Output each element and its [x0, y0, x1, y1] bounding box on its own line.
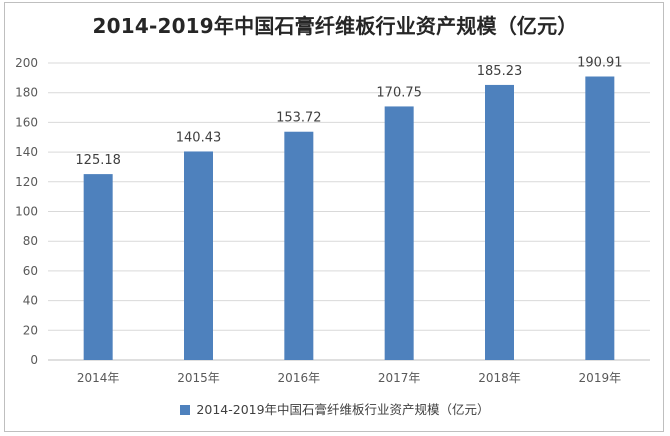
y-axis-ticks: 0 20 40 60 80 100 120 140 160 180 200	[15, 56, 38, 367]
bar	[585, 76, 615, 360]
legend-label: 2014-2019年中国石膏纤维板行业资产规模（亿元）	[196, 402, 490, 417]
y-tick-label: 60	[23, 264, 38, 278]
y-tick-label: 120	[15, 175, 38, 189]
bar	[284, 131, 314, 360]
bar	[83, 174, 113, 360]
y-tick-label: 180	[15, 86, 38, 100]
y-tick-label: 100	[15, 205, 38, 219]
gridlines	[48, 62, 650, 361]
data-label: 190.91	[577, 55, 623, 70]
data-label: 153.72	[276, 111, 322, 126]
x-tick-label: 2015年	[177, 371, 220, 385]
data-label: 170.75	[376, 85, 422, 100]
bar	[384, 106, 414, 360]
data-label: 185.23	[477, 64, 523, 79]
data-label: 125.18	[75, 153, 121, 168]
y-tick-label: 140	[15, 145, 38, 159]
bar	[184, 151, 213, 360]
y-tick-label: 40	[23, 294, 38, 308]
y-tick-label: 80	[23, 234, 38, 248]
y-tick-label: 160	[15, 115, 38, 129]
x-axis-ticks: 2014年 2015年 2016年 2017年 2018年 2019年	[77, 371, 621, 385]
x-tick-label: 2016年	[278, 371, 321, 385]
legend: 2014-2019年中国石膏纤维板行业资产规模（亿元）	[0, 399, 670, 418]
y-tick-label: 0	[30, 353, 38, 367]
x-tick-label: 2018年	[478, 371, 521, 385]
data-labels: 125.18 140.43 153.72 170.75 185.23 190.91	[75, 55, 622, 168]
bar	[485, 84, 514, 361]
x-tick-label: 2017年	[378, 371, 421, 385]
bars	[83, 76, 615, 361]
y-tick-label: 20	[23, 323, 38, 337]
data-label: 140.43	[176, 130, 222, 145]
legend-swatch	[180, 405, 191, 415]
chart-title: 2014-2019年中国石膏纤维板行业资产规模（亿元）	[92, 14, 578, 38]
x-tick-label: 2019年	[579, 371, 622, 385]
y-tick-label: 200	[15, 56, 38, 70]
x-tick-label: 2014年	[77, 371, 120, 385]
